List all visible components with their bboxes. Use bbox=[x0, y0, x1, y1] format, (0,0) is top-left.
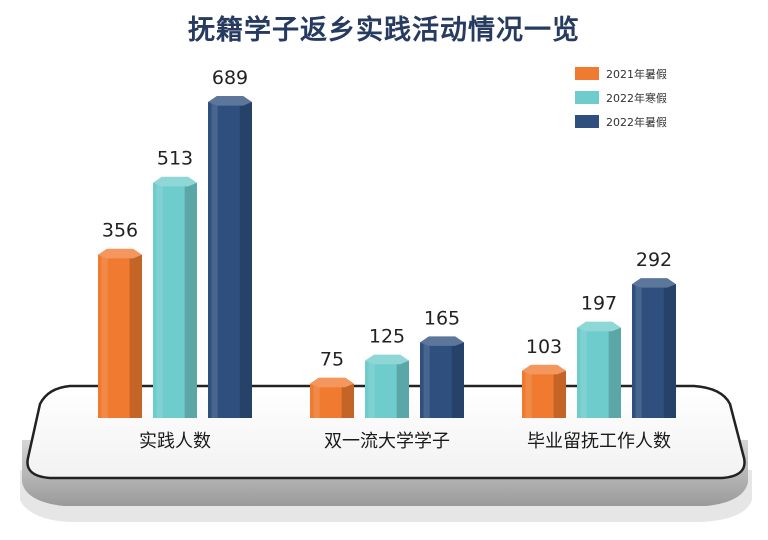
bar-1-2: 165 bbox=[420, 307, 464, 418]
legend-swatch bbox=[575, 115, 599, 128]
bar-1-1: 125 bbox=[365, 326, 409, 418]
value-label: 292 bbox=[636, 249, 672, 271]
value-label: 103 bbox=[526, 336, 562, 358]
bar-0-0: 356 bbox=[98, 220, 142, 418]
chart-title: 抚籍学子返乡实践活动情况一览 bbox=[188, 15, 580, 46]
bar-2-0: 103 bbox=[522, 336, 566, 418]
bar-cap bbox=[310, 377, 354, 388]
value-label: 689 bbox=[212, 67, 248, 89]
bar-side bbox=[129, 254, 142, 418]
category-label: 实践人数 bbox=[139, 431, 211, 452]
bar-highlight bbox=[368, 360, 375, 418]
bar-1-0: 75 bbox=[310, 349, 354, 418]
bar-highlight bbox=[423, 342, 430, 418]
legend: 2021年暑假 2022年寒假 2022年暑假 bbox=[575, 67, 667, 129]
value-label: 356 bbox=[102, 220, 138, 242]
bars-group: 356 513 689 75 125 165 103 197 292 bbox=[98, 67, 676, 418]
bar-2-1: 197 bbox=[577, 293, 621, 418]
bar-side bbox=[341, 383, 354, 418]
category-label: 双一流大学学子 bbox=[324, 431, 450, 452]
value-label: 75 bbox=[320, 349, 344, 371]
bar-0-2: 689 bbox=[208, 67, 252, 418]
bar-highlight bbox=[211, 102, 218, 418]
value-label: 197 bbox=[581, 293, 617, 315]
bar-highlight bbox=[156, 182, 163, 418]
bar-side bbox=[239, 102, 252, 418]
bar-cap bbox=[632, 278, 676, 288]
bar-cap bbox=[365, 354, 409, 365]
bar-side bbox=[184, 182, 197, 418]
legend-label: 2021年暑假 bbox=[606, 67, 667, 81]
legend-swatch bbox=[575, 91, 599, 104]
bar-side bbox=[451, 342, 464, 418]
bar-highlight bbox=[101, 254, 108, 418]
value-label: 165 bbox=[424, 307, 460, 329]
bar-side bbox=[663, 284, 676, 418]
bar-side bbox=[608, 327, 621, 418]
legend-label: 2022年寒假 bbox=[606, 91, 667, 105]
bar-highlight bbox=[635, 284, 642, 418]
value-label: 513 bbox=[157, 148, 193, 170]
bar-side bbox=[553, 370, 566, 418]
bar-0-1: 513 bbox=[153, 148, 197, 418]
bar-cap bbox=[208, 96, 252, 106]
bar-highlight bbox=[313, 383, 320, 418]
category-labels: 实践人数 双一流大学学子 毕业留抚工作人数 bbox=[139, 431, 671, 452]
bar-cap bbox=[577, 321, 621, 332]
bar-highlight bbox=[580, 327, 587, 418]
bar-side bbox=[396, 360, 409, 418]
bar-2-2: 292 bbox=[632, 249, 676, 418]
bar-cap bbox=[420, 336, 464, 346]
value-label: 125 bbox=[369, 326, 405, 348]
category-label: 毕业留抚工作人数 bbox=[527, 431, 671, 452]
legend-swatch bbox=[575, 67, 599, 80]
bar-cap bbox=[153, 176, 197, 187]
bar-cap bbox=[98, 248, 142, 259]
bar-highlight bbox=[525, 370, 532, 418]
bar-cap bbox=[522, 364, 566, 375]
legend-label: 2022年暑假 bbox=[606, 115, 667, 129]
